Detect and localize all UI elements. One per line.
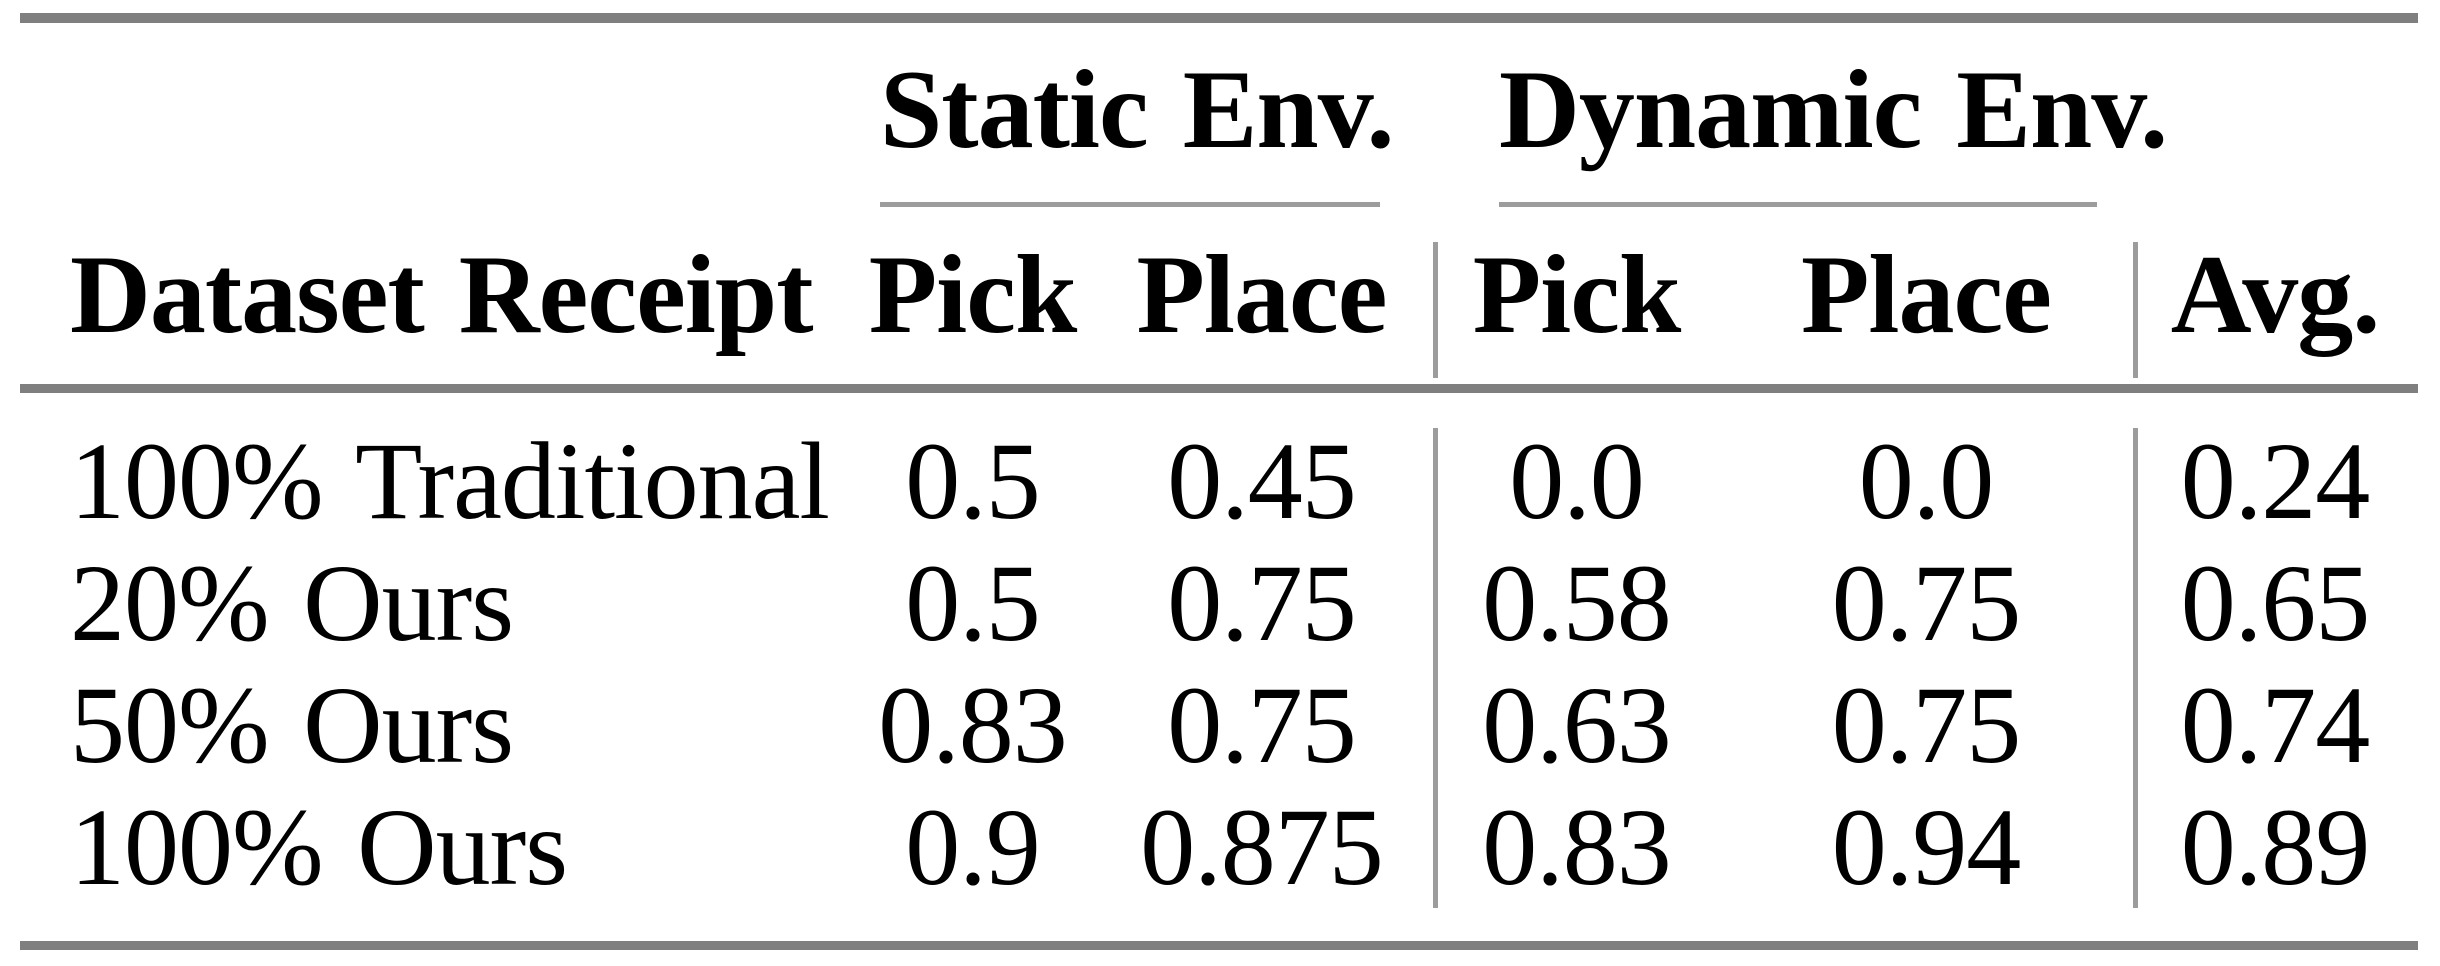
cell-static-place: 0.75 [1167,542,1357,664]
column-separator-right-header [2133,242,2138,378]
cell-dynamic-place: 0.94 [1831,786,2022,908]
row-label: 100% Ours [70,786,568,908]
cell-dynamic-pick: 0.0 [1509,420,1645,542]
column-separator-right-body [2133,428,2138,908]
column-separator-left-header [1433,242,1438,378]
row-label: 20% Ours [70,542,514,664]
cell-avg: 0.24 [2180,420,2371,542]
column-group-static-env: Static Env. [880,48,1395,172]
cell-dynamic-pick: 0.63 [1482,664,1672,786]
row-label: 100% Traditional [70,420,830,542]
dynamic-env-underline [1499,202,2097,207]
header-dataset-receipt: Dataset Receipt [70,233,813,357]
cell-static-pick: 0.5 [905,420,1041,542]
cell-avg: 0.74 [2180,664,2371,786]
cell-dynamic-place: 0.75 [1831,664,2022,786]
bottom-rule [20,941,2418,950]
cell-static-pick: 0.83 [878,664,1068,786]
cell-static-place: 0.875 [1140,786,1384,908]
cell-static-place: 0.75 [1167,664,1357,786]
cell-dynamic-place: 0.75 [1831,542,2022,664]
cell-avg: 0.65 [2180,542,2371,664]
header-static-place: Place [1136,233,1388,357]
cell-static-pick: 0.5 [905,542,1041,664]
column-separator-left-body [1433,428,1438,908]
header-dynamic-place: Place [1801,233,2052,357]
cell-static-place: 0.45 [1167,420,1357,542]
cell-static-pick: 0.9 [905,786,1041,908]
header-dynamic-pick: Pick [1472,233,1682,357]
static-env-underline [880,202,1380,207]
row-label: 50% Ours [70,664,514,786]
header-static-pick: Pick [868,233,1078,357]
cell-dynamic-place: 0.0 [1858,420,1995,542]
top-rule [20,13,2418,23]
header-separator-rule [20,384,2418,393]
cell-dynamic-pick: 0.83 [1482,786,1672,908]
cell-dynamic-pick: 0.58 [1482,542,1672,664]
header-avg: Avg. [2170,233,2381,357]
column-group-dynamic-env: Dynamic Env. [1499,48,2168,172]
cell-avg: 0.89 [2180,786,2371,908]
